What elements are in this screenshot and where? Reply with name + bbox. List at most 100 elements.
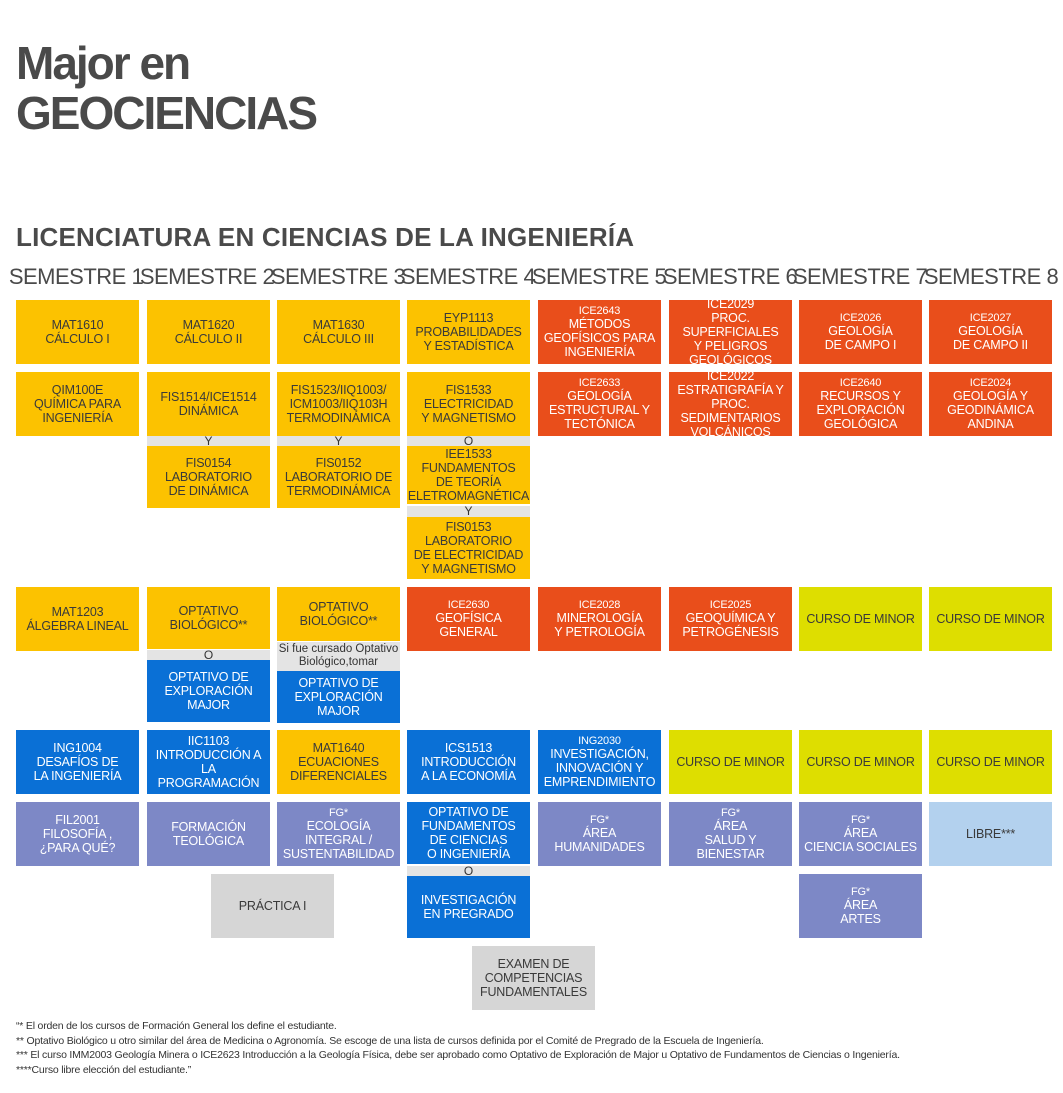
course-box-s7r5: FG* ÁREA CIENCIA SOCIALES <box>799 802 922 866</box>
course-text-line: PROBABILIDADES <box>415 325 522 339</box>
course-box-s4r4: ICS1513 INTRODUCCIÓN A LA ECONOMÍA <box>407 730 530 794</box>
course-text-line: ARTES <box>840 912 881 926</box>
course-text-line: EYP1113 <box>443 311 494 325</box>
course-text-line: SEDIMENTARIOS <box>680 411 781 425</box>
course-text-line: ÁREA <box>843 898 878 912</box>
course-box-s3r3b: OPTATIVO DE EXPLORACIÓN MAJOR <box>277 671 400 723</box>
course-box-s8r5: LIBRE*** <box>929 802 1052 866</box>
course-text-line: FUNDAMENTALES <box>480 985 587 999</box>
course-text-line: LA INGENIERÍA <box>33 769 122 783</box>
course-code: ICE2633 <box>578 377 621 389</box>
course-box-practica: PRÁCTICA I <box>211 874 334 938</box>
course-box-s5r2: ICE2633 GEOLOGÍA ESTRUCTURAL Y TECTÓNICA <box>538 372 661 436</box>
course-box-s2r2: FIS1514/ICE1514 DINÁMICA <box>147 372 270 436</box>
course-text-line: GEOLOGÍA <box>958 324 1023 338</box>
course-box-s2r5: FORMACIÓN TEOLÓGICA <box>147 802 270 866</box>
course-text-line: EMPRENDIMIENTO <box>543 775 656 789</box>
course-text-line: FIS1523/IIQ1003/ <box>290 383 387 397</box>
course-text-line: OPTATIVO <box>178 604 239 618</box>
course-code: FG* <box>851 886 870 898</box>
semester-header-6: SEMESTRE 6 <box>662 264 798 289</box>
course-box-s2r3b: OPTATIVO DE EXPLORACIÓN MAJOR <box>147 660 270 722</box>
course-code: ICE2630 <box>447 599 490 611</box>
course-box-s6r2: ICE2022 ESTRATIGRAFÍA Y PROC. SEDIMENTARIOS… <box>669 369 792 439</box>
course-box-s6r1: ICE2029 PROC. SUPERFICIALES Y PELIGROS GEOL… <box>669 297 792 367</box>
course-box-s5r5: FG* ÁREA HUMANIDADES <box>538 802 661 866</box>
course-text-line: MAJOR <box>317 704 360 718</box>
course-text-line: DE CAMPO I <box>824 338 897 352</box>
course-text-line: ÁLGEBRA LINEAL <box>26 619 129 633</box>
semester-header-4: SEMESTRE 4 <box>400 264 536 289</box>
course-text-line: EXPLORACIÓN <box>816 403 905 417</box>
semester-header-1: SEMESTRE 1 <box>8 264 144 289</box>
course-code: ICE2026 <box>839 312 882 324</box>
course-code: ICE2640 <box>839 377 882 389</box>
semester-header-3: SEMESTRE 3 <box>270 264 406 289</box>
course-code: ICE2024 <box>969 377 1012 389</box>
course-box-s6r3: ICE2025 GEOQUÍMICA Y PETROGÉNESIS <box>669 587 792 651</box>
course-text-line: TERMODINÁMICA <box>286 484 391 498</box>
course-text-line: ICM1003/IIQ103H <box>289 397 388 411</box>
course-text-line: LA PROGRAMACIÓN <box>157 762 260 790</box>
course-text-line: EXPLORACIÓN <box>294 690 383 704</box>
course-box-s1r5: FIL2001 FILOSOFÍA , ¿PARA QUÉ? <box>16 802 139 866</box>
course-text-line: FIS0152 <box>315 456 362 470</box>
course-text-line: PETROGÉNESIS <box>682 625 779 639</box>
course-box-s4r3: ICE2630 GEOFÍSICA GENERAL <box>407 587 530 651</box>
course-box-s2r1: MAT1620 CÁLCULO II <box>147 300 270 364</box>
course-text-line: FORMACIÓN <box>171 820 246 834</box>
title-line-1: Major en <box>16 37 191 89</box>
course-text-line: DESAFÍOS DE <box>36 755 119 769</box>
course-text-line: ÁREA <box>843 826 878 840</box>
course-text-line: FUNDAMENTOS <box>421 461 516 475</box>
course-text-line: Y PELIGROS <box>693 339 768 353</box>
footnotes: “* El orden de los cursos de Formación G… <box>16 1019 1056 1077</box>
course-text-line: INVESTIGACIÓN <box>420 893 517 907</box>
course-text-line: INGENIERÍA <box>42 411 113 425</box>
course-text-line: LIBRE*** <box>965 827 1016 841</box>
course-text-line: MAJOR <box>187 698 230 712</box>
course-text-line: ING1004 <box>53 741 102 755</box>
course-text-line: FUNDAMENTOS <box>421 819 516 833</box>
course-text-line: MAT1620 <box>182 318 235 332</box>
course-box-s3r2b: FIS0152 LABORATORIO DE TERMODINÁMICA <box>277 446 400 508</box>
course-text-line: PRÁCTICA I <box>238 899 307 913</box>
course-text-line: GEOLOGÍA Y <box>953 389 1028 403</box>
course-text-line: FIS1533 <box>445 383 492 397</box>
course-text-line: MAT1203 <box>51 605 104 619</box>
course-text-line: CIENCIA SOCIALES <box>804 840 917 854</box>
course-box-s4r5: OPTATIVO DE FUNDAMENTOS DE CIENCIAS O INGEN… <box>407 802 530 864</box>
course-text-line: FIL2001 <box>55 813 100 827</box>
course-text-line: QIM100E <box>51 383 104 397</box>
footnote-3: *** El curso IMM2003 Geología Minera o I… <box>16 1049 900 1061</box>
course-text-line: ICE2022 <box>706 369 755 383</box>
course-text-line: ICS1513 <box>444 741 493 755</box>
course-text-line: FILOSOFÍA , <box>42 827 113 841</box>
course-text-line: DIFERENCIALES <box>290 769 387 783</box>
course-text-line: ANDINA <box>967 417 1014 431</box>
course-text-line: MINEROLOGÍA <box>556 611 643 625</box>
program-subtitle: LICENCIATURA EN CIENCIAS DE LA INGENIERÍ… <box>16 222 635 252</box>
course-text-line: A LA ECONOMÍA <box>421 769 516 783</box>
course-box-s6r4: CURSO DE MINOR <box>669 730 792 794</box>
course-box-s3r4: MAT1640 ECUACIONES DIFERENCIALES <box>277 730 400 794</box>
footnote-2: ** Optativo Biológico u otro similar del… <box>16 1034 764 1047</box>
course-text-line: ESTRUCTURAL Y <box>549 403 650 417</box>
course-box-examen: EXAMEN DE COMPETENCIAS FUNDAMENTALES <box>472 946 595 1010</box>
semester-header-5: SEMESTRE 5 <box>531 264 667 289</box>
course-box-s7r2: ICE2640 RECURSOS Y EXPLORACIÓN GEOLÓGICA <box>799 372 922 436</box>
course-box-s1r4: ING1004 DESAFÍOS DE LA INGENIERÍA <box>16 730 139 794</box>
course-box-s3r1: MAT1630 CÁLCULO III <box>277 300 400 364</box>
course-text-line: CÁLCULO III <box>303 332 374 346</box>
course-text-line: DE CAMPO II <box>953 338 1028 352</box>
semester-header-7: SEMESTRE 7 <box>792 264 928 289</box>
course-text-line: OPTATIVO DE <box>298 676 379 690</box>
course-text-line: GEOFÍSICOS PARA <box>543 331 656 345</box>
course-box-s2r4: IIC1103 INTRODUCCIÓN A LA PROGRAMACIÓN <box>147 730 270 794</box>
course-text-line: INTRODUCCIÓN <box>421 755 516 769</box>
course-text-line: DE DINÁMICA <box>168 484 249 498</box>
course-text-line: GEOLÓGICA <box>823 417 898 431</box>
course-text-line: SUSTENTABILIDAD <box>282 847 395 861</box>
course-text-line: PROC. <box>711 397 750 411</box>
course-text-line: ECUACIONES <box>298 755 379 769</box>
